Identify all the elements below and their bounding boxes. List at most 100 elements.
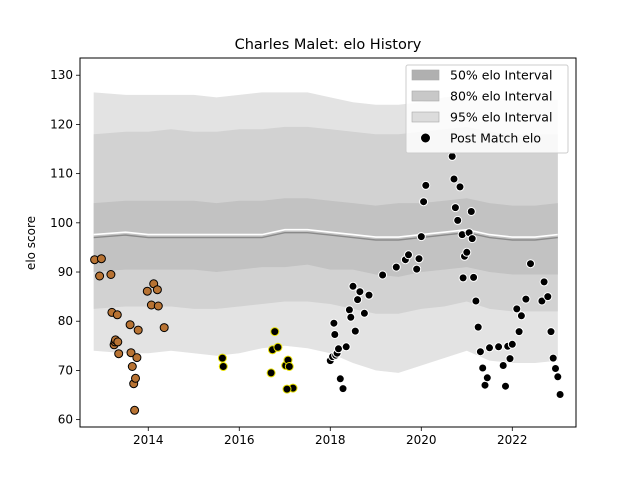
data-point-series-3: [482, 373, 492, 383]
data-point-series-3: [455, 182, 465, 192]
data-point-series-3: [341, 342, 351, 352]
data-point-series-3: [458, 273, 468, 283]
data-point-series-1: [159, 323, 169, 333]
data-point-series-3: [516, 311, 526, 321]
data-point-series-3: [485, 343, 494, 353]
legend-label: Post Match elo: [450, 131, 541, 146]
data-point-series-1: [106, 270, 116, 279]
data-point-series-3: [473, 322, 483, 332]
chart-title: Charles Malet: elo History: [235, 37, 422, 53]
data-point-series-3: [355, 287, 365, 297]
x-tick-label: 2022: [497, 433, 528, 447]
data-point-series-3: [334, 344, 343, 354]
x-tick-label: 2018: [315, 433, 346, 447]
data-point-series-3: [414, 254, 424, 264]
y-tick-label: 120: [50, 117, 73, 131]
legend-label: 80% elo Interval: [450, 89, 552, 104]
data-point-series-1: [130, 405, 140, 415]
data-point-series-3: [553, 372, 563, 382]
data-point-series-3: [335, 374, 345, 384]
data-point-series-3: [391, 262, 401, 272]
data-point-series-2: [218, 362, 228, 371]
y-tick-label: 80: [58, 314, 73, 328]
data-point-series-3: [447, 151, 457, 161]
data-point-series-3: [450, 203, 460, 213]
data-point-series-3: [480, 380, 490, 390]
x-tick-label: 2014: [133, 433, 164, 447]
data-point-series-3: [521, 294, 531, 304]
x-tick-label: 2020: [406, 433, 437, 447]
data-point-series-3: [346, 312, 356, 322]
y-tick-label: 70: [58, 363, 73, 377]
data-point-series-3: [539, 277, 549, 287]
data-point-series-3: [364, 290, 374, 300]
data-point-series-1: [113, 337, 123, 347]
data-point-series-2: [273, 342, 283, 352]
data-point-series-3: [469, 272, 479, 282]
data-point-series-3: [421, 180, 431, 190]
data-point-series-1: [142, 286, 152, 296]
x-tick-label: 2016: [224, 433, 255, 447]
data-point-series-3: [498, 361, 508, 370]
data-point-series-3: [344, 305, 354, 315]
data-point-series-3: [416, 232, 426, 242]
data-point-series-3: [546, 327, 556, 337]
data-point-series-2: [270, 327, 280, 337]
legend-swatch-50: [411, 69, 440, 81]
y-tick-label: 100: [50, 216, 73, 230]
data-point-series-3: [353, 295, 363, 305]
data-point-series-1: [112, 310, 122, 320]
y-tick-label: 130: [50, 68, 73, 82]
data-point-series-3: [412, 264, 422, 274]
data-point-series-1: [125, 320, 135, 330]
data-point-series-3: [359, 308, 369, 318]
legend-swatch-80: [411, 90, 440, 102]
data-point-series-1: [114, 349, 124, 359]
data-point-series-3: [338, 384, 348, 394]
data-point-series-3: [419, 197, 429, 207]
band-50: [93, 198, 558, 277]
data-point-series-2: [217, 353, 227, 363]
data-point-series-1: [133, 325, 143, 335]
data-point-series-3: [555, 390, 565, 399]
data-point-series-3: [467, 234, 477, 244]
data-point-series-3: [494, 342, 504, 352]
y-tick-label: 90: [58, 265, 73, 279]
legend: 50% elo Interval 80% elo Interval 95% elo …: [405, 64, 569, 154]
legend-box: [405, 64, 569, 154]
data-point-series-1: [132, 353, 142, 363]
data-point-series-3: [475, 347, 485, 357]
data-point-series-1: [95, 271, 105, 281]
legend-label: 95% elo Interval: [450, 110, 552, 125]
plot-area: 2014 2016 2018 2020 2022 60 70 80 90 100 110 120 130: [50, 57, 577, 447]
data-point-series-2: [282, 384, 292, 394]
plot-frame: [79, 57, 577, 428]
data-point-series-3: [330, 330, 340, 339]
data-point-series-3: [471, 296, 481, 306]
data-point-series-3: [329, 318, 339, 328]
data-point-series-3: [404, 250, 413, 260]
median-line: [93, 231, 558, 241]
data-point-series-3: [462, 247, 472, 257]
legend-swatch-95: [411, 111, 440, 123]
data-point-series-2: [266, 368, 276, 378]
data-point-series-3: [543, 292, 553, 302]
data-point-series-3: [501, 381, 510, 391]
data-point-series-1: [96, 254, 106, 264]
legend-marker-post-match: [420, 132, 431, 144]
y-axis-label: elo score: [24, 216, 38, 270]
data-point-series-3: [348, 281, 358, 291]
data-point-series-3: [453, 215, 463, 225]
legend-label: 50% elo Interval: [450, 68, 552, 83]
data-point-series-3: [512, 304, 522, 314]
data-point-series-3: [526, 259, 535, 269]
data-point-series-3: [537, 296, 547, 306]
data-point-series-3: [478, 363, 488, 373]
data-point-series-3: [378, 270, 388, 280]
data-point-series-3: [548, 353, 558, 363]
y-tick-label: 110: [50, 167, 73, 181]
data-point-series-3: [449, 174, 459, 184]
data-point-series-1: [131, 373, 140, 383]
data-point-series-3: [514, 327, 524, 337]
